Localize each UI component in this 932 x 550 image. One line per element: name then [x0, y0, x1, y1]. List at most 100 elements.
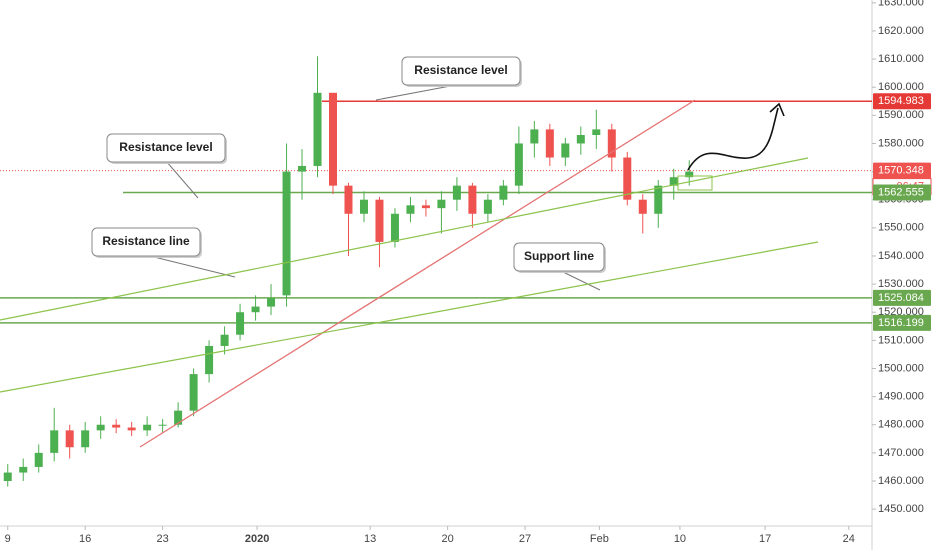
candle-body [530, 129, 539, 144]
x-tick-label: 13 [364, 533, 376, 545]
callout-box [401, 56, 521, 86]
callout-box [513, 242, 605, 272]
candle-body [561, 143, 570, 158]
candle-body [34, 452, 43, 467]
y-tick-label: 1450.000 [878, 503, 924, 515]
candle-body [65, 430, 74, 448]
x-tick-label: 17 [759, 533, 771, 545]
y-tick-label: 1530.000 [878, 278, 924, 290]
level-label: 1570.348 [878, 165, 924, 177]
candle-body [81, 430, 90, 448]
drawings [0, 99, 819, 448]
candle-body [452, 185, 461, 200]
x-tick-label: 20 [441, 533, 453, 545]
price-box [677, 175, 713, 191]
level-label-box [873, 93, 931, 110]
y-tick-label: 1510.000 [878, 334, 924, 346]
candle-body [96, 424, 105, 431]
candle-body [623, 157, 632, 200]
y-tick-label: 1500.000 [878, 362, 924, 374]
projection-arrow [687, 107, 779, 171]
candle-body [576, 135, 585, 144]
callout-text: Support line [524, 249, 594, 263]
candle-body [50, 430, 59, 453]
candle-body [158, 424, 167, 426]
level-label-box [873, 184, 931, 201]
candle-body [437, 199, 446, 209]
x-tick-label: 9 [5, 533, 11, 545]
level-label: 1562.555 [878, 186, 924, 198]
y-tick-label: 1610.000 [878, 53, 924, 65]
candle-body [654, 185, 663, 214]
y-tick-label: 1600.000 [878, 81, 924, 93]
candle-body [514, 143, 523, 186]
candle-body [638, 199, 647, 214]
x-tick-label: 16 [79, 533, 91, 545]
level-label: 1516.199 [878, 317, 924, 329]
candle-body [592, 129, 601, 136]
y-tick-label: 1590.000 [878, 109, 924, 121]
callout-box [91, 227, 201, 257]
candle-body [282, 171, 291, 296]
candle-body [298, 165, 307, 172]
y-tick-label: 1480.000 [878, 419, 924, 431]
candle-body [468, 185, 477, 214]
candle-body [406, 205, 415, 214]
callout-pointer [165, 160, 199, 199]
candle-body [127, 427, 136, 431]
candle-body [205, 345, 214, 375]
x-tick-label: 10 [674, 533, 686, 545]
callout-text: Resistance level [414, 63, 507, 77]
x-tick-label: 27 [519, 533, 531, 545]
support-line [0, 241, 819, 393]
arrow-head [769, 102, 785, 117]
level-label-box [873, 289, 931, 306]
candle-body [545, 129, 554, 158]
candle-body [251, 306, 260, 313]
candle-body [174, 410, 183, 425]
candle-body [669, 177, 678, 186]
trend-line [139, 99, 696, 448]
callout-text: Resistance level [119, 140, 212, 154]
x-tick-label: 2020 [245, 533, 269, 545]
level-label: 1594.983 [878, 95, 924, 107]
level-label: 1525.084 [878, 292, 924, 304]
candle-body [143, 424, 152, 431]
candle-body [390, 213, 399, 242]
level-label-box [873, 314, 931, 331]
candle-body [483, 199, 492, 214]
y-tick-label: 1470.000 [878, 447, 924, 459]
y-tick-label: 1550.000 [878, 222, 924, 234]
callout-text: Resistance line [102, 234, 190, 248]
x-tick-label: Feb [590, 533, 609, 545]
y-tick-label: 1490.000 [878, 391, 924, 403]
y-tick-label: 1540.000 [878, 250, 924, 262]
candle-body [375, 199, 384, 242]
candle-body [19, 466, 28, 473]
candle-body [3, 472, 12, 481]
candle-body [329, 92, 338, 186]
candle-body [607, 129, 616, 158]
candle-body [421, 205, 430, 209]
candle-body [236, 312, 245, 335]
x-tick-label: 23 [157, 533, 169, 545]
candle-body [112, 424, 121, 428]
y-tick-label: 1460.000 [878, 475, 924, 487]
candle-body [344, 185, 353, 214]
candle-body [220, 334, 229, 346]
level-label-box [873, 162, 931, 179]
candle-body [685, 171, 694, 178]
candle-body [499, 185, 508, 200]
callout-pointer [145, 254, 236, 278]
candle-body [189, 374, 198, 411]
candle-body [267, 298, 276, 307]
y-tick-label: 1580.000 [878, 137, 924, 149]
x-tick-label: 24 [843, 533, 855, 545]
callout-box [106, 133, 226, 163]
candle-body [313, 92, 322, 166]
candle-body [359, 199, 368, 214]
y-tick-label: 1630.000 [878, 0, 924, 9]
y-tick-label: 1620.000 [878, 25, 924, 37]
resistance-line [0, 157, 809, 321]
